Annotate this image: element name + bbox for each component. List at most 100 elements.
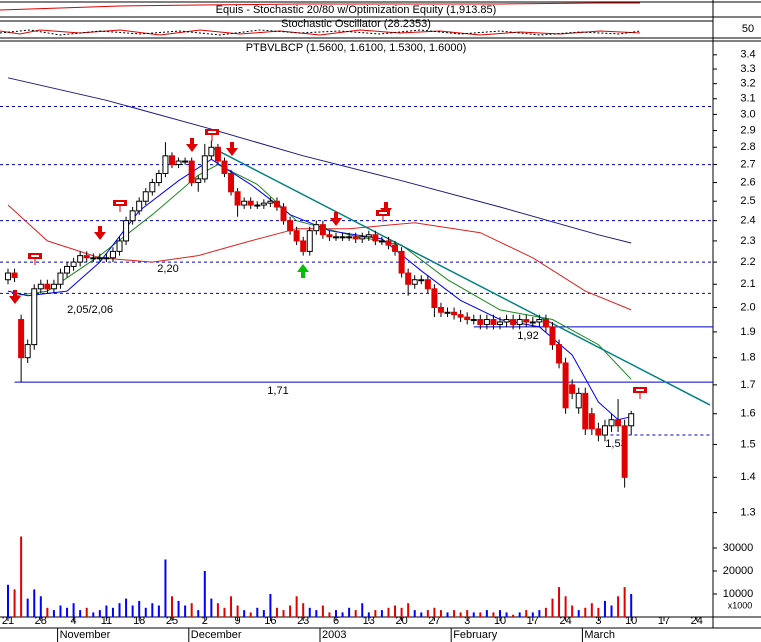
volume-bar [348,607,351,617]
candle-body [372,234,379,242]
volume-bar [125,598,128,617]
volume-tick-label: 20000 [723,565,754,577]
y-tick-label: 2.8 [740,141,755,153]
candle-body [483,319,490,325]
candle-body [37,283,44,290]
candle-body [470,319,477,322]
y-tick-label: 2.4 [740,215,755,227]
volume-bar [623,587,626,617]
chart-title: PTBVLBCP (1.5600, 1.6100, 1.5300, 1.6000… [246,42,467,54]
y-tick-label: 2.5 [740,195,755,207]
indicator-panel: Equis - Stochastic 20/80 w/Optimization … [0,1,761,42]
x-tick-label: 3 [595,615,601,627]
candle-body [575,392,582,409]
candle-body [64,265,71,274]
candle-body [169,155,175,166]
volume-bar [262,610,265,617]
volume-bar [282,610,285,617]
y-tick-label: 2.9 [740,124,755,136]
candle-body [621,425,628,478]
candle-body [5,272,11,281]
candle-body [398,250,405,274]
buy-arrow [297,264,309,278]
candle-body [267,200,274,204]
x-tick-label: 25 [166,615,178,627]
y-tick-label: 3.0 [740,108,755,120]
indicator-title: Equis - Stochastic 20/80 w/Optimization … [216,4,497,16]
candle-body [418,279,425,282]
candle-body [588,413,595,430]
candle-body [195,178,202,184]
y-tick-label: 2.2 [740,256,755,268]
volume-bar [171,596,173,617]
candle-body [142,191,149,202]
volume-bar [190,603,193,617]
volume-bar [59,605,62,617]
volume-bar [289,605,292,617]
volume-bar [597,607,600,617]
candle-body [254,204,261,207]
candle-body [241,200,248,206]
candle-body [319,224,326,236]
candle-body [601,425,608,436]
volume-bar [584,607,587,617]
volume-bar [184,605,187,617]
candle-body [516,319,523,325]
x-tick-label: 10 [494,615,506,627]
volume-bar [485,610,488,617]
volume-bar [131,605,134,617]
volume-bar [20,536,23,617]
x-tick-label: 9 [235,615,241,627]
month-label: February [453,629,498,641]
candle-body [457,314,464,318]
candle-body [136,200,143,212]
y-tick-label: 3.1 [740,93,755,105]
volume-bar [79,610,82,617]
volume-bar [466,610,469,617]
moving-average [7,77,632,244]
volume-unit: x1000 [728,600,753,610]
candle-body [228,172,235,193]
candle-body [424,279,431,290]
volume-bar [446,612,449,617]
candle-body [116,240,123,252]
volume-bar [46,607,49,617]
volume-bar [72,603,75,617]
volume-bar [433,607,436,617]
candle-body [365,234,372,238]
candle-body [300,240,307,252]
x-tick-label: 11 [101,615,112,627]
volume-bar [308,607,311,617]
candle-body [326,234,333,238]
candle-body [70,261,77,267]
exit-signal-mark [636,389,644,391]
volume-bar [26,598,29,617]
candle-body [536,319,543,323]
x-tick-label: 3 [464,615,470,627]
x-tick-label: 21 [2,615,14,627]
candle-body [24,344,31,359]
volume-bar [236,605,239,617]
candle-body [595,428,602,436]
x-tick-label: 17 [658,615,670,627]
y-tick-label: 1.3 [740,507,755,519]
candle-body [628,413,635,427]
sell-arrow [94,226,106,240]
volume-bar [603,600,606,617]
volume-bar [630,594,633,617]
volume-bar [7,584,9,617]
volume-bar [413,610,416,617]
y-tick-label: 2.7 [740,158,755,170]
candle-body [109,250,116,259]
y-tick-label: 1.9 [740,326,755,338]
volume-bar [275,607,278,617]
volume-bar [544,607,547,617]
candle-body [18,319,25,359]
volume-bar [551,598,554,617]
volume-bar [400,607,403,617]
volume-bar [459,612,462,617]
volume-bar [315,610,318,617]
volume-bar [335,610,337,617]
candle-body [549,326,556,346]
